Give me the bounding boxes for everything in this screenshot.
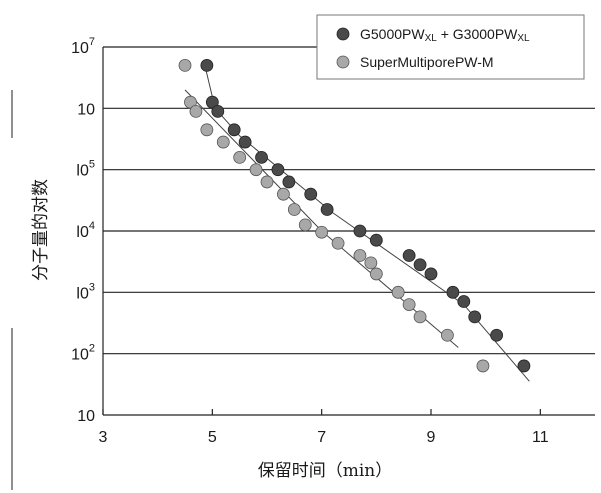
grid-lines [103, 46, 595, 355]
point-series-2-5 [216, 135, 230, 149]
y-axis-title: 分子量的对数 [31, 179, 51, 281]
point-series-1-4 [227, 123, 241, 137]
legend-label-series-1-main: G5000PW [360, 26, 425, 42]
fit-lines [184, 62, 530, 382]
x-tick-label-1: 3 [99, 429, 108, 446]
legend-label-series-1: G5000PWXL + G3000PWXL [360, 26, 530, 44]
y-tick-label-6-exp: 2 [89, 343, 95, 355]
y-tick-label-7: 10 [77, 408, 95, 425]
point-series-2-18 [402, 298, 416, 312]
legend-marker-series-2 [336, 55, 350, 69]
y-tick-label-1: 107 [71, 36, 95, 57]
y-tick-label-2: 10 [77, 101, 95, 118]
point-series-2-11 [298, 218, 312, 232]
point-series-2-13 [331, 236, 345, 250]
point-series-1-10 [320, 203, 334, 216]
point-series-2-15 [364, 256, 378, 270]
fit-line-series-1 [203, 62, 530, 382]
point-series-2-20 [440, 328, 454, 342]
legend-label-series-1-sub2: XL [517, 33, 530, 44]
y-tick-label-6-base: 10 [71, 347, 89, 364]
y-tick-label-2-base: 10 [77, 101, 95, 118]
point-series-1-19 [490, 328, 504, 342]
point-series-1-9 [304, 187, 318, 201]
point-series-1-8 [282, 175, 296, 189]
x-tick-label-5: 11 [532, 429, 549, 446]
y-tick-label-1-exp: 7 [89, 36, 95, 48]
y-tick-label-3-exp: 5 [89, 159, 95, 171]
point-series-1-15 [424, 267, 438, 281]
point-series-1-11 [353, 224, 367, 238]
point-series-2-21 [476, 359, 490, 373]
point-series-2-17 [391, 285, 405, 299]
x-axis-title: 保留时间（min） [258, 461, 393, 481]
point-series-1-5 [238, 135, 252, 149]
y-tick-label-7-base: 10 [77, 408, 95, 425]
point-series-2-7 [249, 163, 263, 177]
point-series-1-3 [211, 105, 225, 118]
y-tick-label-1-base: 10 [71, 40, 89, 57]
point-series-1-1 [200, 59, 214, 72]
legend-box [316, 14, 585, 80]
point-series-2-3 [189, 105, 203, 118]
legend-label-series-1-mid: + G3000PW [437, 26, 518, 42]
legend-marker-series-1 [336, 27, 350, 41]
point-series-2-12 [315, 225, 329, 239]
point-series-2-6 [233, 150, 247, 164]
fit-line-series-2 [184, 89, 459, 348]
x-tick-label-2: 5 [208, 429, 217, 446]
point-series-1-20 [517, 359, 531, 373]
point-series-1-6 [255, 150, 268, 164]
y-tick-label-4-exp: 4 [89, 220, 95, 232]
point-series-1-13 [402, 249, 416, 262]
point-series-2-9 [276, 187, 290, 201]
point-series-2-14 [353, 249, 367, 262]
x-tick-label-3: 7 [317, 429, 326, 446]
point-series-2-19 [413, 310, 427, 324]
legend-label-series-1-sub1: XL [425, 33, 438, 44]
axes [11, 47, 595, 490]
y-tick-label-3-base: l0 [76, 163, 89, 180]
point-series-2-10 [287, 203, 301, 216]
point-series-1-14 [413, 258, 427, 272]
y-tick-label-3: l05 [76, 159, 95, 180]
x-tick-label-4: 9 [427, 429, 436, 446]
data-points [178, 59, 531, 373]
point-series-1-17 [457, 295, 471, 308]
y-tick-label-5-base: l0 [76, 285, 89, 302]
point-series-2-8 [260, 175, 274, 189]
point-series-2-1 [178, 59, 192, 72]
y-tick-label-5-exp: 3 [89, 281, 95, 293]
point-series-2-4 [200, 123, 214, 137]
x-tick-labels: 3 5 7 9 11 [99, 429, 549, 446]
point-series-1-12 [369, 233, 383, 247]
point-series-1-7 [271, 163, 285, 177]
y-tick-label-5: l03 [76, 281, 95, 302]
point-series-2-16 [369, 267, 383, 281]
point-series-1-16 [446, 285, 460, 299]
y-tick-label-4: l04 [76, 220, 95, 241]
y-tick-label-6: 102 [71, 343, 95, 364]
legend: G5000PWXL + G3000PWXL SuperMultiporePW-M [316, 14, 585, 80]
point-series-1-18 [468, 310, 482, 324]
y-tick-label-4-base: l0 [76, 224, 89, 241]
legend-label-series-2: SuperMultiporePW-M [360, 54, 494, 70]
